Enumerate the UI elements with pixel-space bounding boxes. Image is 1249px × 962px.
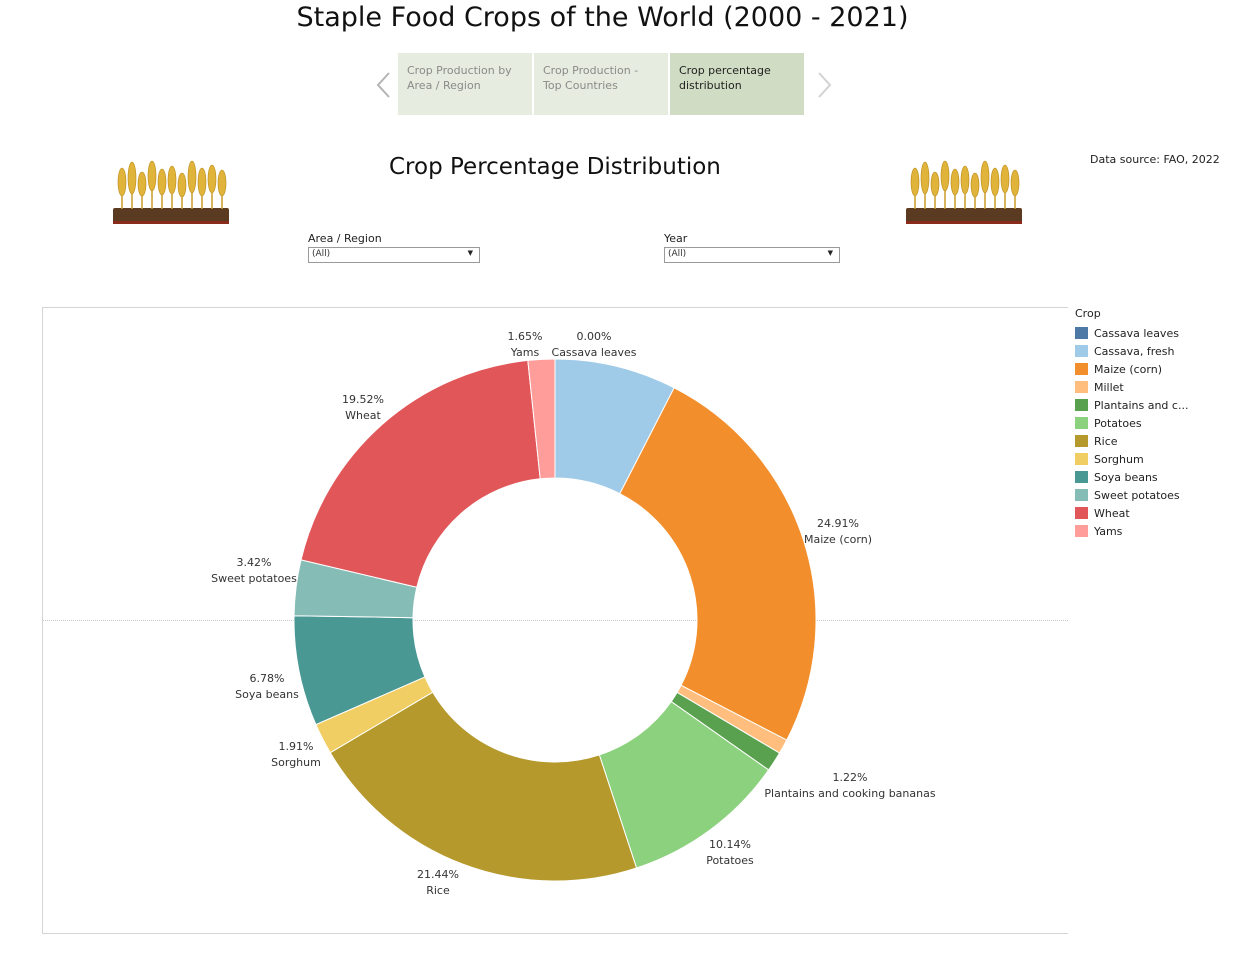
pie-slice-yams[interactable] (527, 358, 556, 480)
legend: Crop Cassava leaves Cassava, fresh Maize (… (1075, 307, 1245, 540)
tab-crop-production-top-countries[interactable]: Crop Production - Top Countries (534, 53, 668, 115)
slice-value-label: 21.44% (417, 868, 459, 881)
slice-value-label: 6.78% (250, 672, 285, 685)
chevron-down-icon[interactable]: ▼ (467, 249, 473, 257)
slice-name-label: Sweet potatoes (211, 572, 297, 585)
wheat-field-icon (113, 160, 229, 224)
legend-label: Rice (1094, 434, 1118, 448)
legend-item[interactable]: Rice (1075, 432, 1245, 450)
slice-name-label: Soya beans (235, 688, 299, 701)
slice-value-label: 1.91% (279, 740, 314, 753)
legend-swatch (1075, 399, 1088, 411)
legend-label: Cassava leaves (1094, 326, 1179, 340)
legend-swatch (1075, 435, 1088, 447)
slice-name-label: Sorghum (271, 756, 321, 769)
slice-value-label: 3.42% (237, 556, 272, 569)
legend-label: Sorghum (1094, 452, 1144, 466)
legend-swatch (1075, 507, 1088, 519)
legend-label: Maize (corn) (1094, 362, 1162, 376)
wheat-field-icon (906, 160, 1022, 224)
legend-label: Millet (1094, 380, 1124, 394)
chevron-right-icon[interactable] (814, 70, 834, 100)
chart-title: Crop Percentage Distribution (389, 154, 721, 180)
year-select[interactable]: (All) ▼ (664, 247, 840, 263)
tab-crop-percentage-distribution[interactable]: Crop percentage distribution (670, 53, 804, 115)
slice-value-label: 19.52% (342, 393, 384, 406)
slice-name-label: Yams (510, 346, 540, 359)
legend-swatch (1075, 489, 1088, 501)
slice-value-label: 1.65% (508, 330, 543, 343)
legend-item[interactable]: Plantains and c... (1075, 396, 1245, 414)
legend-item[interactable]: Cassava leaves (1075, 324, 1245, 342)
legend-item[interactable]: Potatoes (1075, 414, 1245, 432)
legend-swatch (1075, 345, 1088, 357)
legend-label: Soya beans (1094, 470, 1158, 484)
legend-swatch (1075, 471, 1088, 483)
slice-value-label: 24.91% (817, 517, 859, 530)
slice-name-label: Plantains and cooking bananas (764, 787, 935, 800)
dashboard-title: Staple Food Crops of the World (2000 - 2… (296, 2, 909, 33)
legend-swatch (1075, 525, 1088, 537)
legend-label: Sweet potatoes (1094, 488, 1180, 502)
legend-label: Wheat (1094, 506, 1130, 520)
pie-slice-maize-corn[interactable] (619, 387, 817, 741)
legend-swatch (1075, 363, 1088, 375)
year-filter: Year (All) ▼ (664, 232, 840, 263)
legend-label: Potatoes (1094, 416, 1142, 430)
legend-title: Crop (1075, 307, 1101, 320)
data-source: Data source: FAO, 2022 (1090, 153, 1220, 166)
year-filter-label: Year (664, 232, 688, 245)
legend-label: Plantains and c... (1094, 398, 1189, 412)
area-select-value: (All) (312, 249, 331, 259)
area-select[interactable]: (All) ▼ (308, 247, 480, 263)
pie-slice-rice[interactable] (329, 691, 638, 882)
legend-label: Yams (1094, 524, 1123, 538)
legend-item[interactable]: Sweet potatoes (1075, 486, 1245, 504)
legend-label: Cassava, fresh (1094, 344, 1175, 358)
slice-name-label: Wheat (345, 409, 381, 422)
year-select-value: (All) (668, 249, 687, 259)
legend-item[interactable]: Sorghum (1075, 450, 1245, 468)
chevron-left-icon[interactable] (374, 70, 394, 100)
chevron-down-icon[interactable]: ▼ (827, 249, 833, 257)
legend-swatch (1075, 381, 1088, 393)
slice-value-label: 10.14% (709, 838, 751, 851)
legend-item[interactable]: Millet (1075, 378, 1245, 396)
tab-crop-production-area[interactable]: Crop Production by Area / Region (398, 53, 532, 115)
legend-swatch (1075, 453, 1088, 465)
legend-swatch (1075, 327, 1088, 339)
chart-frame (42, 307, 1068, 934)
legend-swatch (1075, 417, 1088, 429)
legend-item[interactable]: Soya beans (1075, 468, 1245, 486)
slice-name-label: Cassava leaves (552, 346, 637, 359)
slice-name-label: Potatoes (706, 854, 754, 867)
pie-slice-wheat[interactable] (300, 359, 541, 588)
slice-name-label: Rice (426, 884, 450, 897)
legend-item[interactable]: Yams (1075, 522, 1245, 540)
area-filter-label: Area / Region (308, 232, 382, 245)
area-filter: Area / Region (All) ▼ (308, 232, 480, 263)
slice-value-label: 1.22% (833, 771, 868, 784)
legend-item[interactable]: Cassava, fresh (1075, 342, 1245, 360)
story-tabs: Crop Production by Area / Region Crop Pr… (398, 53, 806, 115)
slice-value-label: 0.00% (577, 330, 612, 343)
slice-name-label: Maize (corn) (804, 533, 872, 546)
legend-item[interactable]: Wheat (1075, 504, 1245, 522)
chart-divider (43, 620, 1068, 621)
legend-item[interactable]: Maize (corn) (1075, 360, 1245, 378)
